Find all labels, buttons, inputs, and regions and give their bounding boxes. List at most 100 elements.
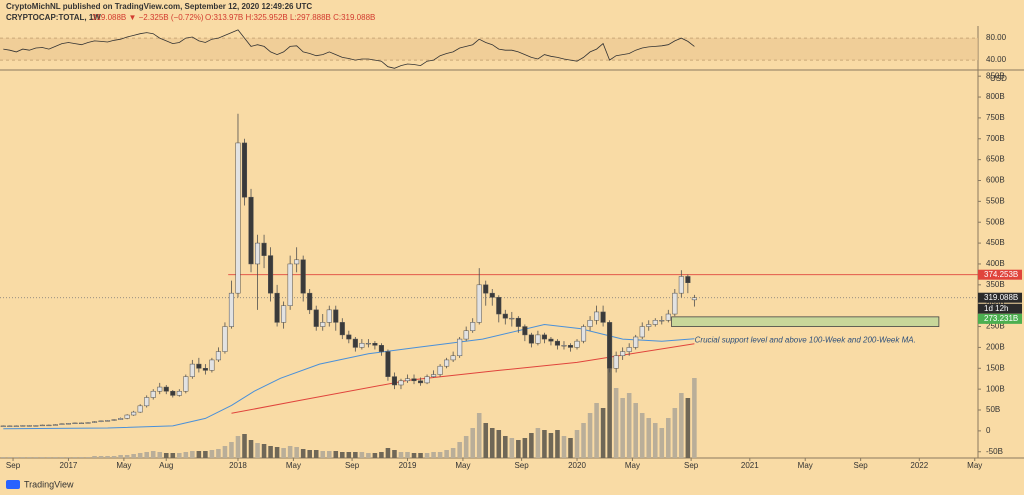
footer: TradingView — [6, 479, 74, 489]
volume-bar — [359, 452, 365, 458]
volume-bar — [424, 453, 430, 458]
y-tick-label: 100B — [986, 384, 1005, 393]
volume-bar — [313, 450, 319, 458]
volume-bar — [124, 455, 130, 458]
volume-bar — [7, 457, 13, 458]
candle-body — [294, 259, 300, 265]
volume-bar — [457, 442, 462, 458]
volume-bar — [418, 453, 423, 458]
volume-bar — [59, 457, 65, 458]
y-tick-label: 850B — [986, 71, 1005, 80]
candle-body — [300, 259, 306, 294]
moving-average — [231, 343, 695, 414]
candle-body — [431, 374, 437, 377]
candle-body — [444, 359, 450, 367]
volume-bar — [111, 456, 117, 458]
volume-bar — [353, 452, 358, 458]
candle-body — [268, 255, 274, 294]
moving-average — [3, 323, 695, 430]
candle-body — [235, 142, 241, 294]
candle-body — [281, 305, 287, 323]
last-price-tag: 319.088B — [984, 293, 1018, 302]
volume-bar — [326, 451, 332, 458]
volume-bar — [137, 453, 143, 458]
candle-body — [522, 326, 528, 336]
brand: TradingView — [24, 479, 74, 489]
rsi-tick-label: 40.00 — [986, 55, 1007, 64]
candle-body — [659, 320, 665, 322]
candle-body — [574, 340, 580, 348]
volume-bar — [340, 452, 345, 458]
volume-bar — [483, 423, 489, 458]
x-tick-label: May — [967, 461, 982, 470]
y-tick-label: 250B — [986, 322, 1005, 331]
candle-body — [26, 425, 32, 427]
candle-body — [196, 363, 202, 369]
candle-body — [333, 309, 339, 323]
y-tick-label: 650B — [986, 155, 1005, 164]
volume-bar — [411, 453, 417, 458]
x-tick-label: May — [798, 461, 813, 470]
candle-body — [189, 363, 195, 377]
rsi-line — [3, 29, 695, 69]
candle-body — [489, 292, 495, 298]
volume-bar — [398, 452, 404, 458]
resistance-tag: 374.253B — [984, 270, 1018, 279]
volume-bar — [594, 403, 599, 458]
candle-body — [515, 317, 521, 327]
volume-bar — [379, 452, 384, 458]
x-tick-label: Aug — [159, 461, 173, 470]
volume-bar — [535, 428, 541, 458]
candle-body — [326, 309, 332, 323]
x-tick-label: May — [455, 461, 470, 470]
volume-bar — [229, 442, 234, 458]
y-tick-label: 450B — [986, 238, 1005, 247]
candle-body — [626, 347, 632, 352]
volume-bar — [568, 438, 573, 458]
y-tick-label: 500B — [986, 217, 1005, 226]
candle-body — [665, 313, 671, 321]
y-tick-label: 800B — [986, 92, 1005, 101]
volume-bar — [587, 413, 593, 458]
annotation: Crucial support level and above 100-Week… — [695, 336, 916, 345]
volume-bar — [620, 398, 625, 458]
x-tick-label: 2020 — [568, 461, 586, 470]
volume-bar — [14, 457, 19, 458]
volume-bar — [639, 413, 645, 458]
candle-body — [541, 334, 547, 340]
candle-body — [261, 242, 267, 256]
x-tick-label: 2018 — [229, 461, 247, 470]
candle-body — [398, 380, 404, 386]
y-tick-label: 400B — [986, 259, 1005, 268]
candle-body — [600, 311, 606, 323]
candle-body — [594, 311, 600, 321]
ohlc: O:313.97B H:325.952B L:297.888B C:319.08… — [205, 13, 375, 22]
x-tick-label: Sep — [345, 461, 360, 470]
volume-bar — [203, 451, 208, 458]
countdown-bg — [978, 303, 1022, 314]
volume-bar — [300, 449, 306, 458]
candle-body — [691, 297, 697, 301]
candle-body — [157, 386, 163, 392]
volume-bar — [476, 413, 482, 458]
volume-bar — [372, 453, 378, 458]
volume-bar — [287, 446, 293, 458]
volume-bar — [666, 418, 671, 458]
y-tick-label: 0 — [986, 426, 991, 435]
volume-bar — [346, 452, 352, 458]
candle-body — [424, 376, 430, 384]
x-tick-label: 2021 — [741, 461, 759, 470]
volume-bar — [489, 428, 495, 458]
candle-body — [131, 411, 137, 416]
volume-bar — [53, 457, 58, 458]
volume-bar — [385, 448, 391, 458]
candle-body — [228, 292, 234, 327]
volume-bar — [646, 418, 652, 458]
candle-body — [183, 376, 189, 392]
volume-bar — [692, 378, 697, 458]
y-tick-label: 600B — [986, 176, 1005, 185]
y-tick-label: 150B — [986, 363, 1005, 372]
x-tick-label: Sep — [684, 461, 699, 470]
logo — [6, 480, 20, 489]
support-zone — [671, 316, 940, 327]
